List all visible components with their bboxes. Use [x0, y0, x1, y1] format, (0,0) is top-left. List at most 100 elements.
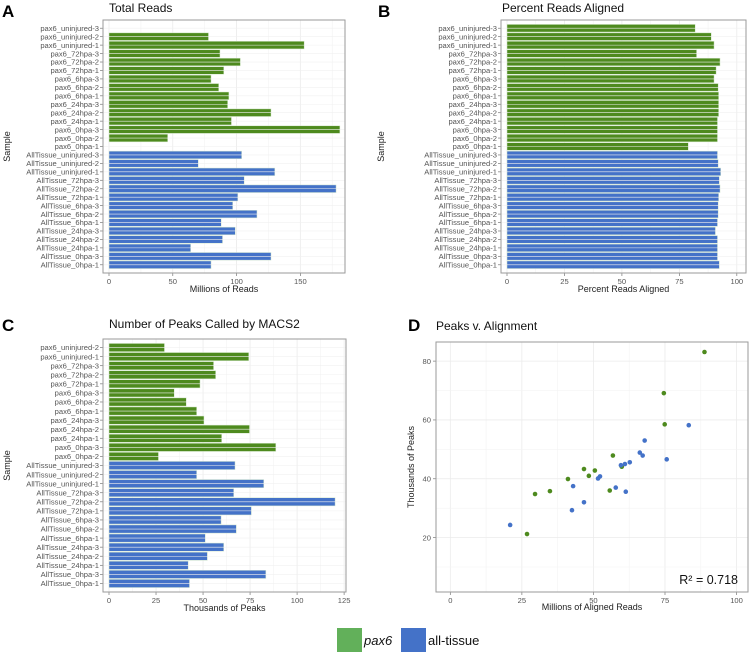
panel-letter: C	[2, 316, 14, 335]
category-label: pax6_6hpa-1	[453, 92, 497, 101]
category-label: AllTissue_72hpa-2	[36, 497, 99, 506]
panel-title: Peaks v. Alignment	[436, 319, 538, 333]
category-label: pax6_0hpa-1	[55, 142, 99, 151]
data-point	[623, 489, 629, 495]
category-label: AllTissue_uninjured-1	[26, 168, 99, 177]
category-label: AllTissue_6hpa-2	[41, 525, 99, 534]
plot-area	[501, 20, 746, 273]
category-labels: pax6_uninjured-3pax6_uninjured-2pax6_uni…	[26, 24, 103, 269]
category-label: pax6_uninjured-1	[40, 352, 99, 361]
category-label: AllTissue_72hpa-1	[36, 507, 99, 516]
x-axis-label: Millions of Aligned Reads	[542, 602, 643, 612]
plot-border	[500, 19, 747, 274]
category-label: pax6_0hpa-2	[55, 452, 99, 461]
category-label: pax6_uninjured-1	[40, 41, 99, 50]
category-label: pax6_0hpa-1	[453, 142, 497, 151]
category-label: pax6_24hpa-3	[50, 100, 99, 109]
category-label: pax6_72hpa-3	[448, 49, 497, 58]
x-tick-label: 0	[107, 277, 111, 286]
category-label: pax6_6hpa-2	[55, 83, 99, 92]
x-tick-label: 100	[730, 596, 743, 605]
plot-area	[103, 339, 346, 592]
x-tick-label: 50	[618, 277, 626, 286]
data-point	[586, 473, 592, 479]
category-label: AllTissue_24hpa-1	[36, 561, 99, 570]
y-tick-label: 80	[423, 357, 431, 366]
category-label: AllTissue_24hpa-1	[36, 244, 99, 253]
category-label: pax6_0hpa-3	[55, 125, 99, 134]
category-label: pax6_uninjured-2	[40, 343, 99, 352]
y-axis-label: Thousands of Peaks	[406, 425, 416, 508]
data-point	[507, 522, 513, 528]
x-ticks: 0 25 50 75 100 125	[107, 592, 351, 605]
x-tick-label: 0	[107, 596, 111, 605]
category-label: AllTissue_6hpa-3	[439, 201, 497, 210]
category-label: AllTissue_uninjured-1	[26, 479, 99, 488]
category-label: pax6_72hpa-2	[50, 370, 99, 379]
x-tick-label: 100	[730, 277, 743, 286]
x-tick-label: 125	[338, 596, 351, 605]
data-point	[569, 507, 575, 513]
x-tick-label: 75	[675, 277, 683, 286]
category-label: AllTissue_72hpa-3	[36, 488, 99, 497]
category-label: pax6_72hpa-1	[448, 66, 497, 75]
plot-area	[103, 20, 345, 273]
legend: pax6 all-tissue	[337, 628, 479, 652]
data-point	[661, 390, 667, 396]
category-label: AllTissue_24hpa-1	[434, 244, 497, 253]
x-tick-label: 100	[230, 277, 243, 286]
category-label: AllTissue_24hpa-3	[36, 543, 99, 552]
category-label: pax6_72hpa-3	[50, 49, 99, 58]
category-label: AllTissue_72hpa-2	[434, 184, 497, 193]
y-axis-label: Sample	[376, 131, 386, 162]
data-point	[702, 349, 707, 355]
panel-letter: A	[2, 2, 14, 21]
category-label: AllTissue_uninjured-2	[26, 470, 99, 479]
category-label: AllTissue_24hpa-2	[36, 552, 99, 561]
data-point	[581, 466, 587, 472]
category-label: AllTissue_uninjured-3	[424, 151, 497, 160]
category-label: AllTissue_uninjured-2	[26, 159, 99, 168]
plot-border	[102, 19, 346, 274]
category-label: pax6_0hpa-3	[453, 125, 497, 134]
category-label: AllTissue_24hpa-3	[36, 227, 99, 236]
category-label: AllTissue_0hpa-1	[41, 260, 99, 269]
category-label: AllTissue_uninjured-1	[424, 168, 497, 177]
x-tick-label: 0	[505, 277, 509, 286]
category-label: pax6_72hpa-2	[448, 58, 497, 67]
category-label: AllTissue_0hpa-3	[41, 252, 99, 261]
data-point	[565, 476, 571, 482]
plot-border	[102, 338, 347, 593]
category-label: pax6_24hpa-2	[448, 108, 497, 117]
category-label: AllTissue_uninjured-3	[26, 461, 99, 470]
panel-title: Percent Reads Aligned	[502, 1, 624, 15]
category-label: AllTissue_72hpa-3	[434, 176, 497, 185]
plot-border	[435, 341, 749, 593]
category-label: AllTissue_24hpa-2	[434, 235, 497, 244]
category-label: AllTissue_72hpa-2	[36, 184, 99, 193]
category-labels: pax6_uninjured-2pax6_uninjured-1pax6_72h…	[26, 343, 103, 588]
category-label: pax6_24hpa-1	[50, 434, 99, 443]
category-label: pax6_72hpa-1	[50, 66, 99, 75]
category-label: AllTissue_uninjured-2	[424, 159, 497, 168]
category-label: pax6_72hpa-3	[50, 361, 99, 370]
category-label: pax6_24hpa-1	[448, 117, 497, 126]
x-tick-label: 75	[661, 596, 669, 605]
category-label: pax6_uninjured-2	[40, 32, 99, 41]
y-tick-label: 40	[423, 474, 431, 483]
x-tick-label: 150	[294, 277, 307, 286]
data-point	[637, 450, 643, 455]
data-point	[622, 461, 628, 467]
series-all_tissue	[507, 422, 692, 528]
plot-area	[436, 342, 748, 592]
category-label: pax6_6hpa-3	[453, 75, 497, 84]
category-label: AllTissue_0hpa-3	[439, 252, 497, 261]
data-point	[547, 488, 553, 494]
x-tick-label: 25	[560, 277, 568, 286]
category-label: pax6_uninjured-1	[438, 41, 497, 50]
data-point	[686, 422, 692, 428]
x-tick-label: 50	[199, 596, 207, 605]
plot-background	[436, 342, 748, 592]
data-point	[664, 457, 670, 462]
